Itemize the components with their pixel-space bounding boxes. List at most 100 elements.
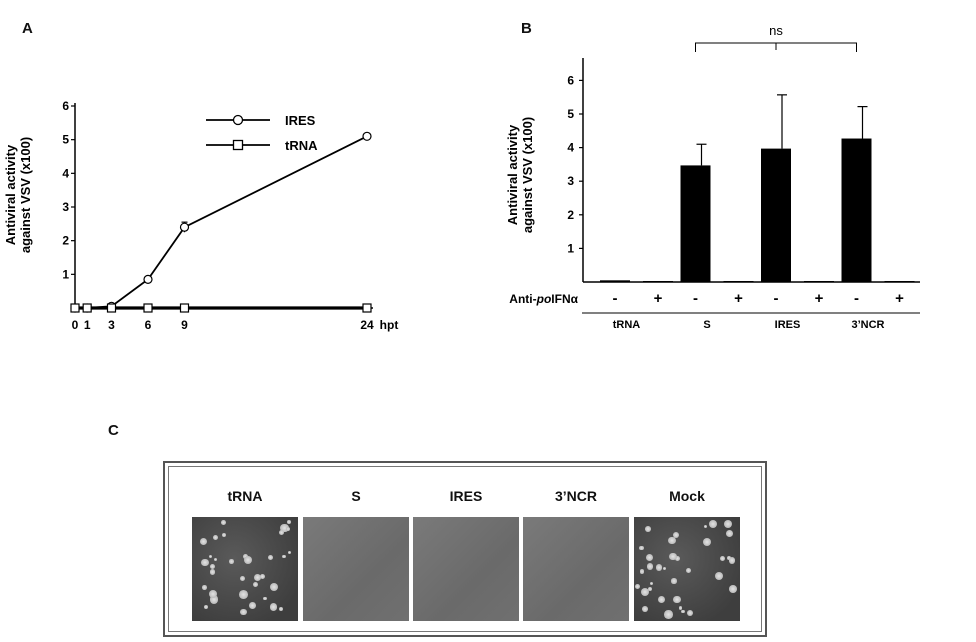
plaque-spot — [221, 532, 227, 538]
plate-label-trna: tRNA — [227, 488, 263, 504]
x-tick-label: 3 — [108, 318, 115, 332]
plaque-spot — [203, 604, 208, 610]
plaque-spot — [687, 610, 694, 617]
bar-chart: Antiviral activity against VSV (x100) 1 2… — [505, 23, 920, 331]
y-tick-label: 2 — [567, 208, 574, 222]
plaque-spot — [243, 553, 249, 559]
treatment-sign: - — [854, 290, 859, 307]
group-label: IRES — [775, 319, 801, 331]
plaque-spot — [278, 530, 285, 536]
data-point-ires — [143, 274, 153, 284]
plaque-spot — [649, 582, 654, 586]
data-point-trna — [82, 303, 92, 313]
plaque-spot — [642, 605, 648, 612]
legend-label-ires: IRES — [285, 113, 316, 128]
data-point-trna — [70, 303, 80, 313]
data-point-trna — [106, 303, 117, 313]
plaque-spot — [644, 526, 651, 532]
plaque-assay-panel: tRNA S IRES 3’NCR Mock — [163, 461, 767, 637]
plaque-spot — [214, 558, 217, 562]
data-point-trna — [143, 303, 153, 313]
plaque-spot — [709, 519, 718, 528]
plaque-spot — [678, 606, 683, 610]
plate-label-mock: Mock — [669, 488, 705, 504]
plaque-spot — [286, 520, 291, 524]
plaque-spot — [249, 602, 257, 609]
plaque-spot — [640, 587, 649, 596]
plaque-spot — [229, 558, 234, 564]
group-label: tRNA — [613, 319, 641, 331]
plaque-spot — [209, 563, 215, 570]
plaque-spot — [635, 583, 641, 589]
plaque-spot — [287, 551, 292, 555]
y-tick-label: 6 — [62, 99, 69, 113]
legend-marker-ires — [232, 114, 244, 126]
plaque-spot — [269, 582, 279, 591]
plaque-spot — [681, 609, 685, 614]
x-tick-label: 0 — [72, 318, 79, 332]
data-point-ires — [179, 222, 190, 232]
plate-3ncr-image — [523, 517, 629, 621]
plaque-spot — [254, 574, 262, 582]
plaque-spot — [263, 596, 267, 600]
plaque-spot — [645, 553, 653, 561]
plate-s-image — [303, 517, 409, 621]
panel-label-c: C — [108, 422, 119, 439]
panel-label-b: B — [521, 20, 532, 37]
plaque-spot — [729, 585, 737, 593]
significance-label: ns — [769, 23, 783, 38]
plaque-spot — [703, 538, 712, 547]
x-tick-label: 24 — [360, 318, 374, 332]
plaque-spot — [282, 555, 286, 559]
y-tick-label: 3 — [567, 174, 574, 188]
plaque-spot — [260, 573, 266, 579]
plaque-spot — [243, 556, 252, 565]
y-axis-title-line2: against VSV (x100) — [18, 137, 33, 253]
plaque-spot — [671, 578, 677, 584]
plaque-spot — [728, 557, 736, 564]
plaque-spot — [240, 608, 247, 616]
x-tick-label: 6 — [145, 318, 152, 332]
plaque-spot — [209, 590, 218, 599]
plaque-spot — [208, 554, 213, 559]
treatment-sign: + — [815, 290, 824, 307]
plaque-spot — [279, 607, 284, 612]
y-tick-label: 4 — [62, 166, 69, 180]
bar — [761, 148, 791, 282]
series-line-ires — [75, 135, 368, 309]
plaque-spot — [668, 536, 676, 545]
plaque-assay-frame — [168, 466, 762, 632]
bar — [643, 280, 673, 283]
plate-label-ires: IRES — [449, 488, 483, 504]
plaque-spot — [253, 581, 259, 587]
y-tick-label: 1 — [62, 267, 69, 281]
plaque-spot — [726, 530, 734, 537]
line-chart: Antiviral activity against VSV (x100) 1 2… — [3, 99, 399, 332]
treatment-sign: - — [693, 290, 698, 307]
y-axis-title-line1: Antiviral activity — [505, 124, 520, 225]
plate-trna-image — [192, 517, 298, 621]
y-axis-title-line1: Antiviral activity — [3, 144, 18, 245]
group-label: S — [703, 319, 710, 331]
treatment-row-label: Anti-poIFNα — [509, 292, 578, 306]
treatment-sign: - — [774, 290, 779, 307]
y-tick-label: 4 — [567, 141, 574, 155]
plaque-spot — [201, 558, 209, 567]
treatment-sign: + — [654, 290, 663, 307]
plaque-spot — [201, 584, 207, 590]
x-axis-unit-label: hpt — [380, 318, 399, 332]
plaque-spot — [672, 595, 681, 604]
plaque-spot — [285, 526, 290, 532]
plaque-spot — [655, 564, 663, 571]
plaque-spot — [212, 534, 218, 540]
bar — [723, 280, 754, 283]
plaque-spot — [669, 552, 678, 561]
plaque-spot — [719, 555, 725, 561]
x-tick-label: 1 — [84, 318, 91, 332]
y-tick-label: 5 — [62, 133, 69, 147]
y-tick-label: 6 — [567, 73, 574, 87]
plaque-spot — [704, 524, 708, 528]
bar — [600, 280, 630, 282]
bar — [804, 280, 834, 283]
legend-marker-trna — [232, 139, 244, 151]
